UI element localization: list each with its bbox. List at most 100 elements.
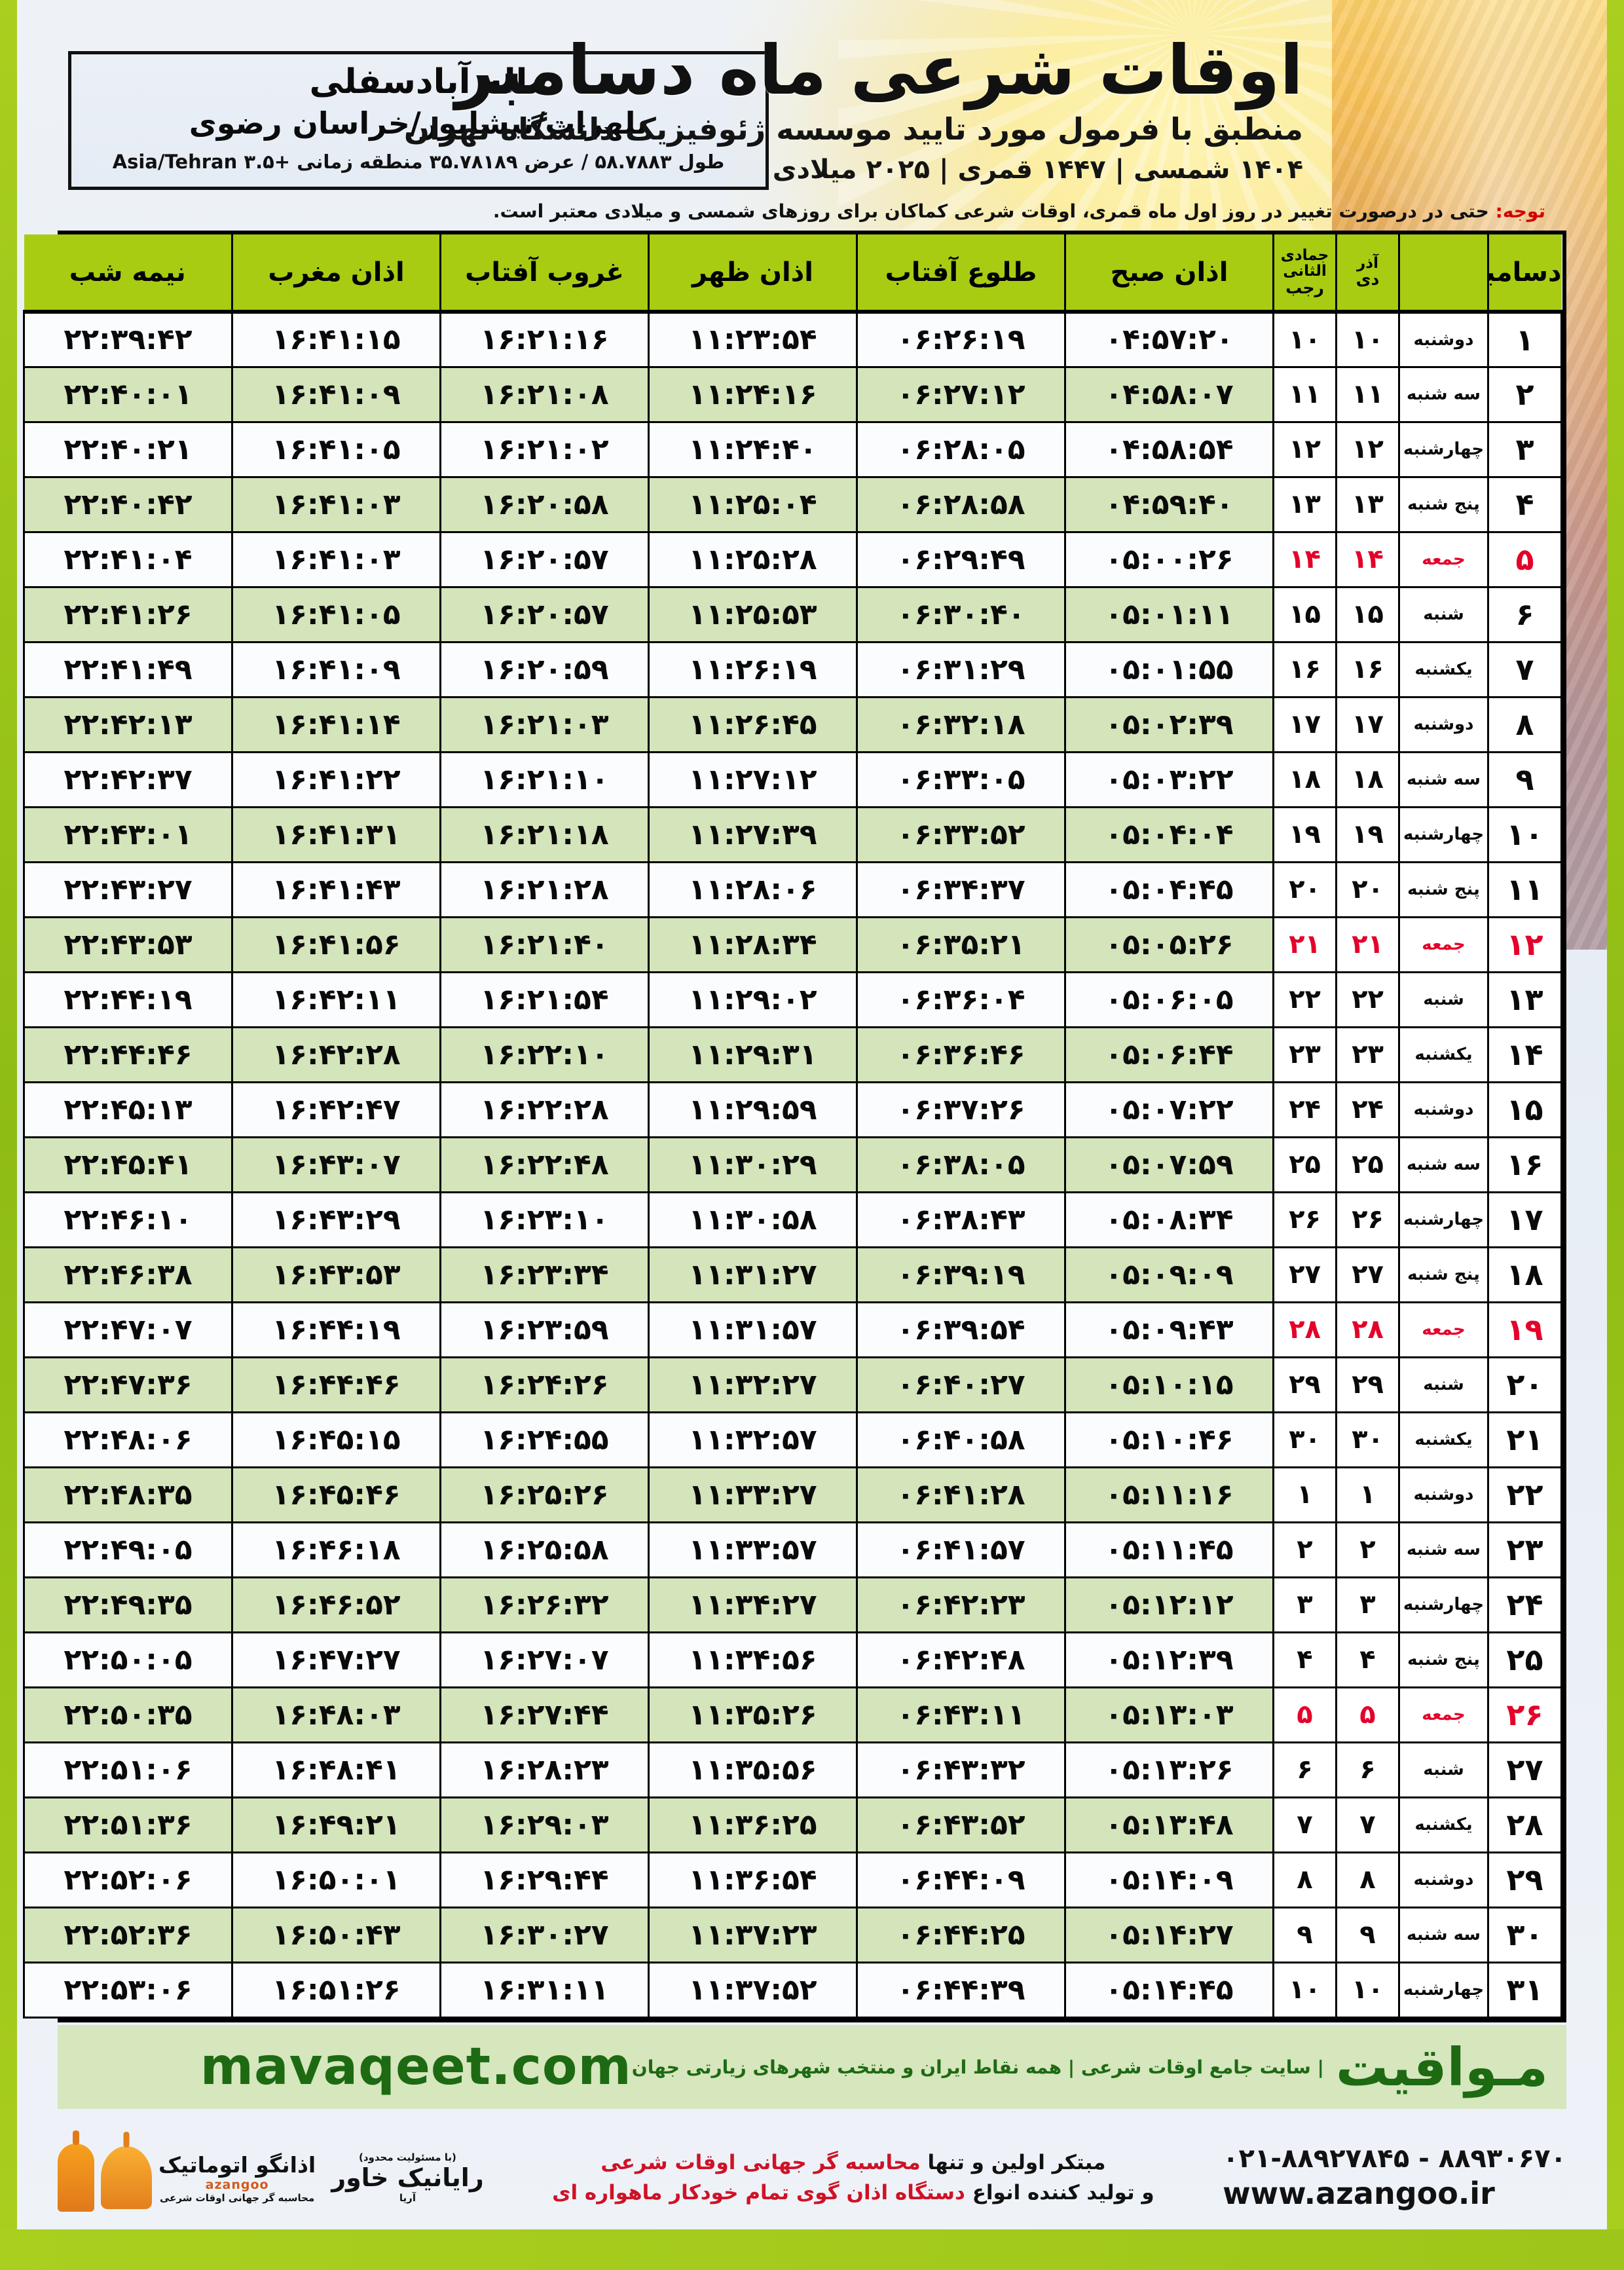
cell-maghrib-time: ۱۶:۴۲:۲۸ (231, 1026, 441, 1083)
rayaneek-note-1: (با مسئولیت محدود) (358, 2151, 456, 2163)
cell-sunset-time: ۱۶:۲۳:۳۴ (439, 1246, 650, 1303)
cell-lunar-day: ۵ (1272, 1686, 1337, 1743)
rayaneek-logo: (با مسئولیت محدود) رایانیک خاور آریا (331, 2151, 484, 2204)
cell-sunrise-time: ۰۶:۴۰:۲۷ (856, 1356, 1066, 1413)
cell-weekday: چهارشنبه (1398, 1576, 1489, 1633)
cell-maghrib-time: ۱۶:۴۱:۳۱ (231, 806, 441, 863)
cell-sunrise-time: ۰۶:۴۴:۳۹ (856, 1961, 1066, 2019)
cell-lunar-day: ۲۶ (1272, 1191, 1337, 1248)
cell-lunar-day: ۱۰ (1272, 1961, 1337, 2019)
cell-midnight-time: ۲۲:۴۹:۳۵ (23, 1576, 233, 1633)
col-header-maghrib: اذان مغرب (231, 234, 441, 314)
cell-sunset-time: ۱۶:۲۱:۰۲ (439, 420, 650, 478)
table-row: ۱۱ پنج شنبه ۲۰ ۲۰ ۰۵:۰۴:۴۵ ۰۶:۳۴:۳۷ ۱۱:۲۸:۰۶ ۱۶… (23, 861, 1562, 918)
cell-lunar-day: ۱۵ (1272, 586, 1337, 643)
cell-sunrise-time: ۰۶:۴۳:۳۲ (856, 1741, 1066, 1798)
cell-fajr-time: ۰۵:۰۸:۳۴ (1064, 1191, 1274, 1248)
cell-sunset-time: ۱۶:۲۱:۲۸ (439, 861, 650, 918)
table-row: ۱۹ جمعه ۲۸ ۲۸ ۰۵:۰۹:۴۳ ۰۶:۳۹:۵۴ ۱۱:۳۱:۵۷ ۱۶:۲۳:… (23, 1301, 1562, 1358)
cell-fajr-time: ۰۴:۵۷:۲۰ (1064, 310, 1274, 368)
cell-weekday: دوشنبه (1398, 1081, 1489, 1138)
table-row: ۲۵ پنج شنبه ۴ ۴ ۰۵:۱۲:۳۹ ۰۶:۴۲:۴۸ ۱۱:۳۴:۵۶ ۱۶:۲… (23, 1631, 1562, 1688)
cell-solar-day: ۱۰ (1335, 1961, 1400, 2019)
cell-maghrib-time: ۱۶:۴۲:۴۷ (231, 1081, 441, 1138)
cell-midnight-time: ۲۲:۴۲:۳۷ (23, 751, 233, 808)
cell-lunar-day: ۱۱ (1272, 365, 1337, 423)
cell-dhuhr-time: ۱۱:۳۳:۵۷ (648, 1521, 858, 1578)
table-row: ۲۱ یکشنبه ۳۰ ۳۰ ۰۵:۱۰:۴۶ ۰۶:۴۰:۵۸ ۱۱:۳۲:۵۷ ۱۶:۲… (23, 1411, 1562, 1468)
cell-solar-day: ۲۰ (1335, 861, 1400, 918)
cell-fajr-time: ۰۵:۰۱:۵۵ (1064, 641, 1274, 698)
cell-weekday: پنج شنبه (1398, 1246, 1489, 1303)
cell-maghrib-time: ۱۶:۴۲:۱۱ (231, 971, 441, 1028)
cell-midnight-time: ۲۲:۵۰:۳۵ (23, 1686, 233, 1743)
calendar-years: ۱۴۰۴ شمسی | ۱۴۴۷ قمری | ۲۰۲۵ میلادی (772, 154, 1303, 185)
cell-gregorian-day: ۲۳ (1487, 1521, 1562, 1578)
table-row: ۱۵ دوشنبه ۲۴ ۲۴ ۰۵:۰۷:۲۲ ۰۶:۳۷:۲۶ ۱۱:۲۹:۵۹ ۱۶:۲… (23, 1081, 1562, 1138)
cell-lunar-day: ۳ (1272, 1576, 1337, 1633)
cell-weekday: پنج شنبه (1398, 1631, 1489, 1688)
cell-sunrise-time: ۰۶:۳۱:۲۹ (856, 641, 1066, 698)
cell-midnight-time: ۲۲:۴۵:۴۱ (23, 1136, 233, 1193)
title-block: اوقات شرعی ماه دسامبر منطبق با فرمول مور… (321, 33, 1316, 185)
cell-gregorian-day: ۱۱ (1487, 861, 1562, 918)
cell-fajr-time: ۰۵:۰۴:۰۴ (1064, 806, 1274, 863)
table-row: ۲ سه شنبه ۱۱ ۱۱ ۰۴:۵۸:۰۷ ۰۶:۲۷:۱۲ ۱۱:۲۴:۱۶ ۱۶:۲… (23, 365, 1562, 423)
cell-dhuhr-time: ۱۱:۳۲:۵۷ (648, 1411, 858, 1468)
cell-sunset-time: ۱۶:۲۱:۵۴ (439, 971, 650, 1028)
cell-solar-day: ۲۷ (1335, 1246, 1400, 1303)
cell-lunar-day: ۲ (1272, 1521, 1337, 1578)
cell-sunrise-time: ۰۶:۴۴:۰۹ (856, 1851, 1066, 1908)
cell-lunar-day: ۱۳ (1272, 475, 1337, 533)
contact-phone: ۰۲۱-۸۸۹۲۷۸۴۵ - ۸۸۹۳۰۶۷۰ (1223, 2144, 1566, 2174)
cell-lunar-day: ۲۵ (1272, 1136, 1337, 1193)
cell-lunar-day: ۲۴ (1272, 1081, 1337, 1138)
cell-sunset-time: ۱۶:۲۰:۵۷ (439, 530, 650, 588)
cell-sunrise-time: ۰۶:۴۴:۲۵ (856, 1906, 1066, 1963)
cell-dhuhr-time: ۱۱:۲۶:۱۹ (648, 641, 858, 698)
cell-midnight-time: ۲۲:۴۴:۴۶ (23, 1026, 233, 1083)
cell-sunrise-time: ۰۶:۲۶:۱۹ (856, 310, 1066, 368)
cell-midnight-time: ۲۲:۴۸:۰۶ (23, 1411, 233, 1468)
cell-solar-day: ۱۴ (1335, 530, 1400, 588)
marketing-line-2-plain: و تولید کننده انواع (965, 2181, 1154, 2205)
cell-midnight-time: ۲۲:۳۹:۴۲ (23, 310, 233, 368)
cell-gregorian-day: ۳۰ (1487, 1906, 1562, 1963)
table-row: ۵ جمعه ۱۴ ۱۴ ۰۵:۰۰:۲۶ ۰۶:۲۹:۴۹ ۱۱:۲۵:۲۸ ۱۶:۲۰:۵… (23, 530, 1562, 588)
table-row: ۱۰ چهارشنبه ۱۹ ۱۹ ۰۵:۰۴:۰۴ ۰۶:۳۳:۵۲ ۱۱:۲۷:۳۹ ۱۶… (23, 806, 1562, 863)
cell-midnight-time: ۲۲:۴۰:۲۱ (23, 420, 233, 478)
table-row: ۱۷ چهارشنبه ۲۶ ۲۶ ۰۵:۰۸:۳۴ ۰۶:۳۸:۴۳ ۱۱:۳۰:۵۸ ۱۶… (23, 1191, 1562, 1248)
cell-weekday: چهارشنبه (1398, 806, 1489, 863)
cell-dhuhr-time: ۱۱:۲۵:۵۳ (648, 586, 858, 643)
cell-weekday: پنج شنبه (1398, 475, 1489, 533)
cell-midnight-time: ۲۲:۵۲:۳۶ (23, 1906, 233, 1963)
cell-dhuhr-time: ۱۱:۲۸:۰۶ (648, 861, 858, 918)
cell-gregorian-day: ۵ (1487, 530, 1562, 588)
table-row: ۲۸ یکشنبه ۷ ۷ ۰۵:۱۳:۴۸ ۰۶:۴۳:۵۲ ۱۱:۳۶:۲۵ ۱۶:۲۹:… (23, 1796, 1562, 1853)
mosque-dome-icon (101, 2146, 152, 2209)
contact-block: ۰۲۱-۸۸۹۲۷۸۴۵ - ۸۸۹۳۰۶۷۰ www.azangoo.ir (1223, 2142, 1566, 2213)
cell-gregorian-day: ۹ (1487, 751, 1562, 808)
cell-sunset-time: ۱۶:۲۱:۱۰ (439, 751, 650, 808)
cell-gregorian-day: ۱۳ (1487, 971, 1562, 1028)
cell-sunrise-time: ۰۶:۳۸:۰۵ (856, 1136, 1066, 1193)
cell-maghrib-time: ۱۶:۴۱:۰۵ (231, 586, 441, 643)
cell-weekday: یکشنبه (1398, 1796, 1489, 1853)
cell-dhuhr-time: ۱۱:۳۶:۲۵ (648, 1796, 858, 1853)
cell-gregorian-day: ۱۶ (1487, 1136, 1562, 1193)
col-header-solar-top: آذر (1357, 255, 1378, 272)
cell-gregorian-day: ۷ (1487, 641, 1562, 698)
cell-weekday: دوشنبه (1398, 310, 1489, 368)
table-row: ۲۰ شنبه ۲۹ ۲۹ ۰۵:۱۰:۱۵ ۰۶:۴۰:۲۷ ۱۱:۳۲:۲۷ ۱۶:۲۴:… (23, 1356, 1562, 1413)
cell-weekday: جمعه (1398, 1301, 1489, 1358)
cell-fajr-time: ۰۵:۱۱:۴۵ (1064, 1521, 1274, 1578)
table-row: ۸ دوشنبه ۱۷ ۱۷ ۰۵:۰۲:۳۹ ۰۶:۳۲:۱۸ ۱۱:۲۶:۴۵ ۱۶:۲۱… (23, 696, 1562, 753)
cell-solar-day: ۲۳ (1335, 1026, 1400, 1083)
mavaqeet-website-label[interactable]: mavaqeet.com (200, 2037, 632, 2096)
cell-sunrise-time: ۰۶:۳۴:۳۷ (856, 861, 1066, 918)
contact-website[interactable]: www.azangoo.ir (1223, 2176, 1495, 2212)
cell-fajr-time: ۰۵:۰۴:۴۵ (1064, 861, 1274, 918)
cell-sunrise-time: ۰۶:۳۳:۰۵ (856, 751, 1066, 808)
cell-midnight-time: ۲۲:۴۰:۴۲ (23, 475, 233, 533)
cell-weekday: چهارشنبه (1398, 1191, 1489, 1248)
